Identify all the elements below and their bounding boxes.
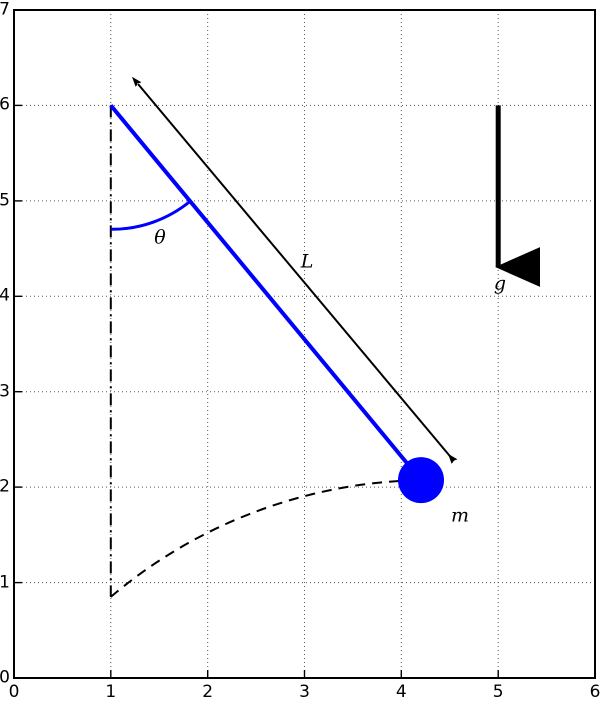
ytick-label-3: 3: [0, 381, 10, 402]
xtick-label-5: 5: [492, 682, 504, 702]
gravity-label: g: [493, 272, 507, 295]
pendulum-rod: [109, 104, 423, 482]
ytick-label-0: 0: [0, 667, 10, 688]
plot-frame: [13, 9, 596, 679]
length-dimension-arrow: [138, 84, 454, 461]
ytick-label-2: 2: [0, 476, 10, 497]
ytick-label-4: 4: [0, 285, 10, 306]
axis-ticks: [14, 104, 499, 678]
xtick-label-1: 1: [105, 682, 117, 702]
xtick-label-3: 3: [299, 682, 310, 702]
theta-angle-label: θ: [154, 226, 166, 249]
angle-arc: [110, 199, 192, 231]
xtick-label-2: 2: [202, 682, 214, 702]
mass-label: m: [450, 504, 470, 527]
xtick-label-4: 4: [395, 682, 407, 702]
ytick-label-5: 5: [0, 190, 10, 211]
ytick-label-7: 7: [0, 0, 10, 20]
length-label: L: [300, 250, 314, 273]
xtick-label-6: 6: [589, 682, 601, 702]
ytick-label-1: 1: [0, 572, 10, 593]
swing-trajectory-arc: [110, 479, 422, 598]
xtick-label-0: 0: [8, 682, 20, 702]
pendulum-bob: [398, 457, 444, 504]
ytick-label-6: 6: [0, 94, 10, 115]
